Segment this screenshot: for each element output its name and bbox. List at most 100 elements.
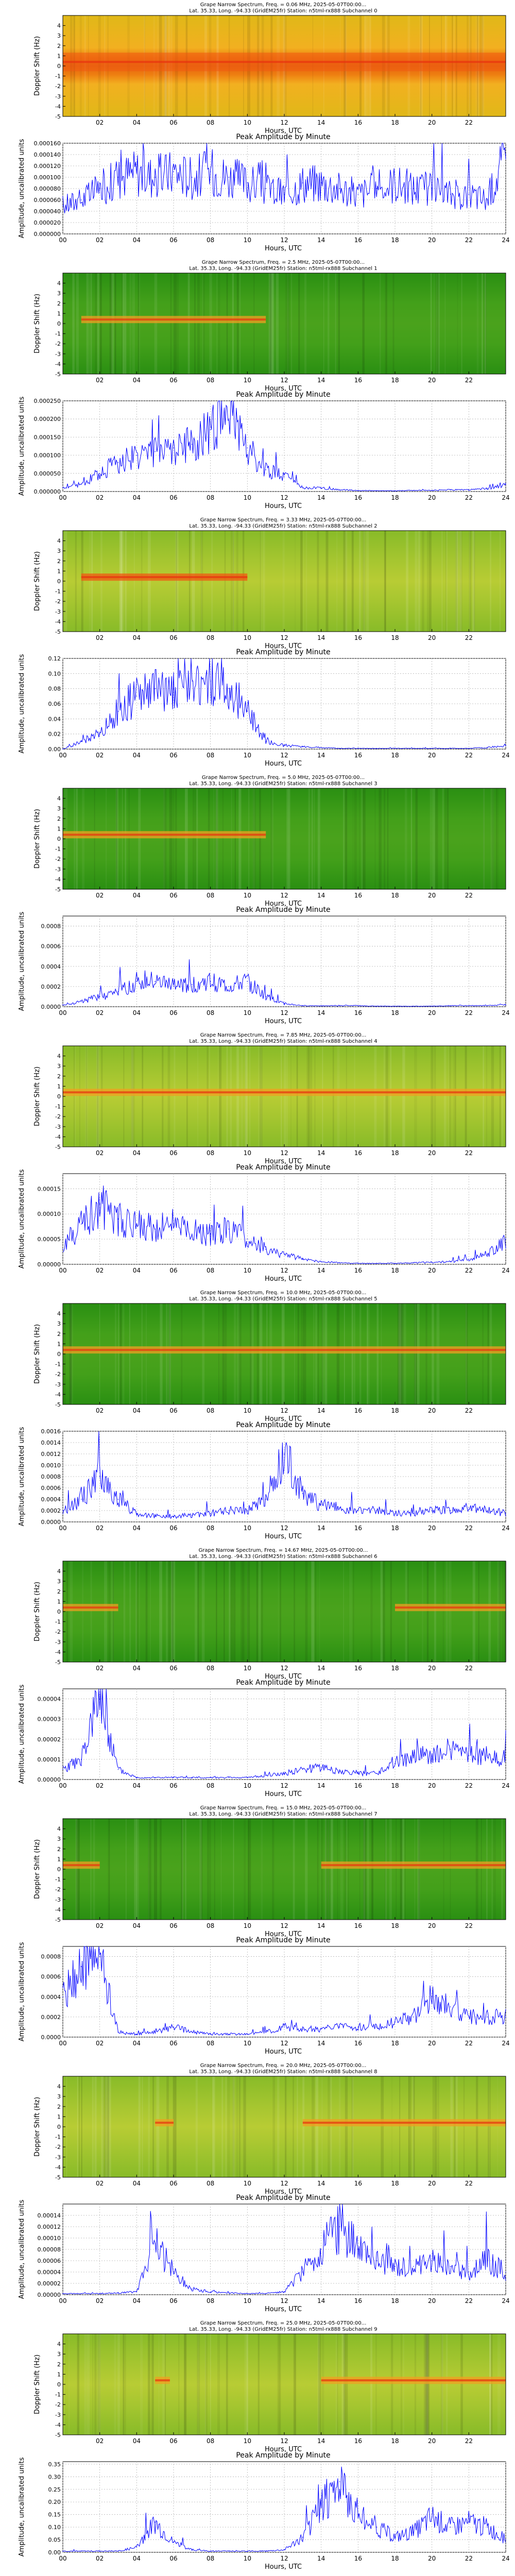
spectrogram-signal-core (63, 1349, 506, 1351)
spectrogram-streak (490, 788, 493, 889)
amplitude-data-point (394, 1513, 396, 1514)
amplitude-series-line (62, 1688, 506, 1779)
spectrogram-streak (115, 788, 118, 889)
amplitude-xtick-label: 14 (317, 236, 325, 244)
amplitude-ytick-label: 0.0016 (41, 1428, 61, 1435)
amplitude-data-point (136, 454, 138, 456)
spectrogram-streak (337, 2334, 338, 2435)
amplitude-data-point (247, 2293, 248, 2294)
amplitude-title: Peak Amplitude by Minute (236, 2451, 330, 2460)
spectrogram-ytick-label: 0 (57, 1608, 61, 1615)
amplitude-data-point (357, 490, 359, 491)
spectrogram-streak (344, 1303, 345, 1404)
spectrogram-streak (194, 273, 196, 374)
spectrogram-xtick-label: 18 (391, 892, 399, 899)
spectrogram-streak (96, 1046, 99, 1147)
spectrogram-ytick-label: -2 (55, 341, 61, 347)
amplitude-xtick-label: 04 (133, 494, 141, 501)
spectrogram-streak (122, 788, 123, 889)
spectrogram-streak (214, 1819, 215, 1920)
amplitude-data-point (265, 2293, 266, 2294)
spectrogram-xtick-label: 18 (391, 1665, 399, 1672)
spectrogram-xtick-label: 08 (207, 1922, 214, 1929)
spectrogram-streak (425, 2334, 428, 2435)
spectrogram-streak (332, 1046, 334, 1147)
spectrogram-signal-core (63, 61, 506, 63)
spectrogram-streak (335, 2334, 337, 2435)
amplitude-data-point (505, 484, 506, 485)
spectrogram-streak (207, 1046, 209, 1147)
spectrogram-streak (381, 1303, 382, 1404)
spectrogram-streak (345, 2076, 348, 2177)
amplitude-data-point (228, 177, 230, 178)
spectrogram-streak (449, 1561, 452, 1662)
spectrogram-ytick-label: 0 (57, 1093, 61, 1100)
spectrogram-signal-core (155, 2379, 170, 2382)
amplitude-xlabel: Hours, UTC (265, 1533, 302, 1540)
spectrogram-streak (385, 1046, 388, 1147)
amplitude-xtick-label: 04 (133, 1524, 141, 1532)
spectrogram-streak (351, 1561, 352, 1662)
spectrogram-xtick-label: 10 (244, 2180, 251, 2187)
amplitude-data-point (99, 188, 100, 189)
spectrogram-streak (414, 2334, 417, 2435)
amplitude-xlabel: Hours, UTC (265, 2048, 302, 2056)
spectrogram-xtick-label: 08 (207, 892, 214, 899)
spectrogram-streak (101, 2076, 104, 2177)
spectrogram-streak (176, 531, 179, 632)
amplitude-data-point (320, 1261, 322, 1262)
spectrogram-streak (435, 788, 438, 889)
spectrogram-streak (249, 1046, 251, 1147)
spectrogram-streak (315, 2076, 319, 2177)
amplitude-data-point (320, 1005, 322, 1006)
spectrogram-streak (227, 2076, 230, 2177)
spectrogram-xtick-label: 22 (465, 1922, 473, 1929)
amplitude-data-point (117, 1769, 119, 1770)
amplitude-ytick-label: 0.00001 (38, 1756, 61, 1763)
spectrogram-xtick-label: 22 (465, 634, 473, 641)
spectrogram-streak (200, 1819, 203, 1920)
spectrogram-streak (434, 273, 435, 374)
spectrogram-streak (363, 531, 366, 632)
spectrogram-streak (387, 788, 388, 889)
amplitude-xtick-label: 12 (280, 1524, 288, 1532)
spectrogram-streak (82, 788, 84, 889)
spectrogram-ytick-label: -5 (55, 1144, 61, 1150)
spectrogram-ylabel: Doppler Shift (Hz) (33, 809, 41, 869)
spectrogram-streak (407, 1561, 409, 1662)
spectrogram-streak (123, 2334, 124, 2435)
amplitude-xtick-label: 10 (244, 236, 251, 244)
spectrogram-streak (92, 2076, 94, 2177)
amplitude-xtick-label: 10 (244, 494, 251, 501)
spectrogram-streak (341, 2334, 345, 2435)
spectrogram-streak (380, 273, 381, 374)
spectrogram-streak (317, 531, 319, 632)
spectrogram-title: Grape Narrow Spectrum, Freq. = 14.67 MHz… (199, 1548, 368, 1553)
spectrogram-signal-core (63, 1864, 100, 1867)
spectrogram-streak (169, 1303, 171, 1404)
spectrogram-ytick-label: -3 (55, 93, 61, 100)
spectrogram-streak (106, 788, 107, 889)
amplitude-ytick-label: 0.00010 (38, 2235, 61, 2242)
spectrogram-streak (343, 788, 344, 889)
amplitude-ytick-label: 0.0014 (41, 1439, 61, 1446)
panel-0: Grape Narrow Spectrum, Freq. = 0.06 MHz,… (18, 2, 510, 252)
spectrogram-streak (139, 273, 140, 374)
spectrogram-streak (185, 788, 188, 889)
amplitude-xtick-label: 02 (96, 494, 104, 501)
spectrogram-streak (75, 1046, 76, 1147)
spectrogram-streak (248, 1819, 249, 1920)
spectrogram-xtick-label: 02 (96, 119, 104, 126)
spectrogram-streak (234, 1303, 236, 1404)
amplitude-ylabel: Amplitude, uncalibrated units (18, 1169, 26, 1268)
amplitude-data-point (431, 1006, 433, 1007)
spectrogram-streak (70, 1303, 72, 1404)
spectrogram-xtick-label: 22 (465, 2437, 473, 2445)
spectrogram-streak (95, 273, 97, 374)
spectrogram-xtick-label: 22 (465, 377, 473, 384)
spectrogram-ytick-label: 0 (57, 578, 61, 585)
spectrogram-streak (288, 788, 290, 889)
spectrogram-streak (250, 1303, 252, 1404)
spectrogram-streak (173, 2076, 176, 2177)
amplitude-title: Peak Amplitude by Minute (236, 906, 330, 914)
